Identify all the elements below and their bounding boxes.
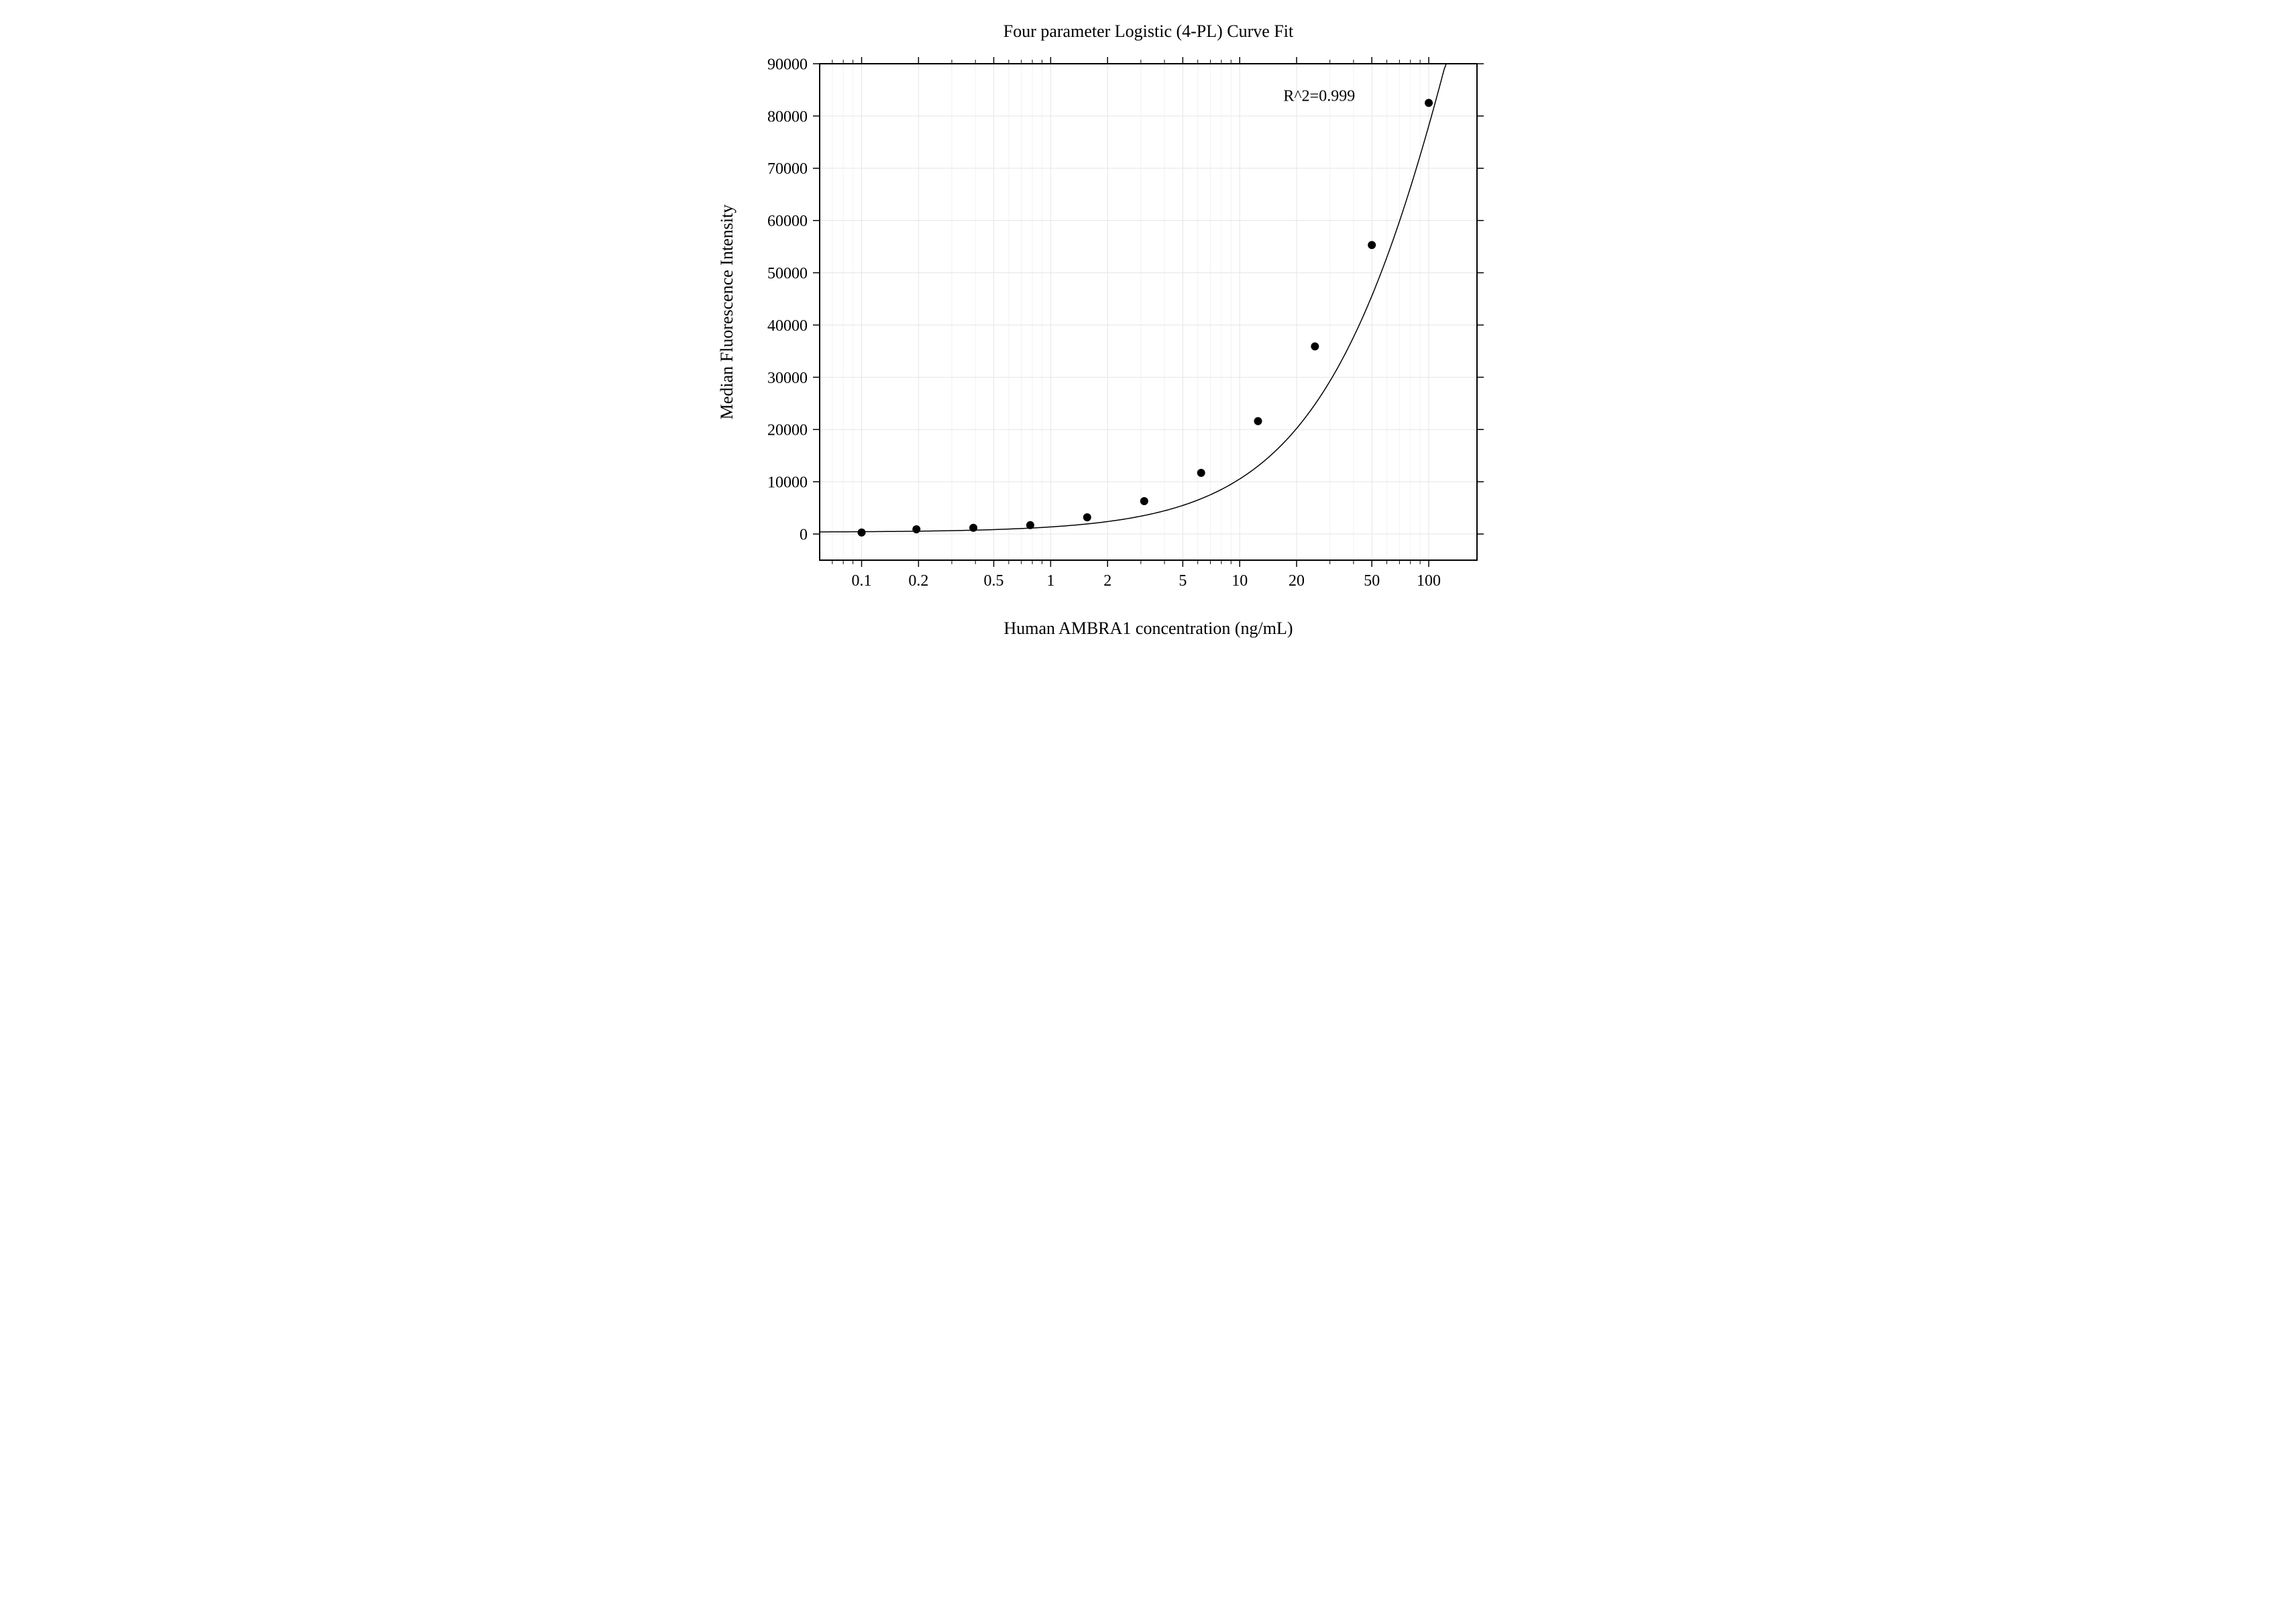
data-point (1425, 99, 1433, 107)
x-tick-label: 1 (1046, 572, 1054, 590)
x-tick-label: 0.1 (851, 572, 871, 590)
chart-svg: 0.1 0.2 0.5 1 2 5 10 20 50 100 0 10000 20000 30000 400… (639, 0, 1658, 712)
y-tick-label: 60000 (767, 213, 808, 230)
y-tick-label: 20000 (767, 422, 808, 439)
data-point (1197, 469, 1205, 477)
data-point (1083, 513, 1091, 521)
y-tick-label: 30000 (767, 370, 808, 387)
x-axis-label: Human AMBRA1 concentration (ng/mL) (1003, 619, 1293, 638)
x-tick-label: 50 (1364, 572, 1380, 590)
chart-container: 0.1 0.2 0.5 1 2 5 10 20 50 100 0 10000 20000 30000 400… (639, 0, 1658, 712)
data-point (1368, 241, 1376, 249)
y-tick-label: 40000 (767, 317, 808, 335)
y-tick-label: 70000 (767, 160, 808, 178)
data-point (969, 524, 977, 532)
y-tick-label: 0 (800, 526, 808, 543)
x-tick-label: 0.2 (908, 572, 928, 590)
y-tick-label: 90000 (767, 56, 808, 73)
x-tick-label: 5 (1179, 572, 1187, 590)
r-squared-annotation: R^2=0.999 (1283, 88, 1355, 105)
y-tick-label: 50000 (767, 265, 808, 282)
data-point (1311, 342, 1319, 350)
y-tick-label: 80000 (767, 108, 808, 125)
x-tick-label: 20 (1289, 572, 1305, 590)
data-point (1140, 497, 1148, 505)
data-point (1254, 417, 1262, 425)
data-point (1026, 521, 1034, 529)
y-tick-label: 10000 (767, 474, 808, 492)
x-tick-label: 10 (1232, 572, 1248, 590)
data-point (857, 529, 865, 537)
x-tick-label: 0.5 (983, 572, 1003, 590)
y-axis-label: Median Fluorescence Intensity (717, 205, 736, 420)
chart-title: Four parameter Logistic (4-PL) Curve Fit (1003, 21, 1293, 41)
x-tick-label: 100 (1417, 572, 1441, 590)
x-tick-label: 2 (1103, 572, 1111, 590)
data-point (912, 525, 920, 533)
